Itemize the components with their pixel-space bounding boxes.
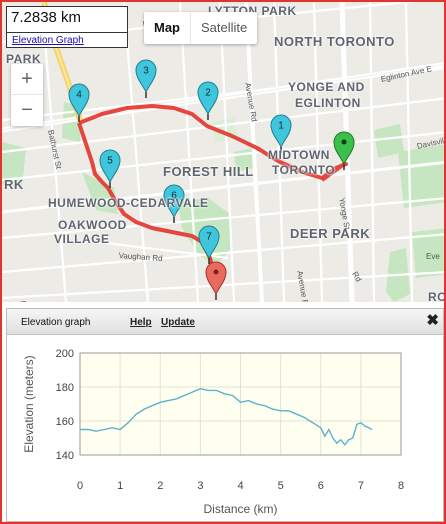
end-marker[interactable]	[205, 261, 227, 300]
km-marker[interactable]: 1	[270, 114, 292, 153]
help-link[interactable]: Help	[130, 317, 152, 328]
zoom-control: + −	[11, 64, 43, 126]
distance-box: 7.2838 km Elevation Graph	[6, 6, 128, 48]
neighborhood-label: OAKWOOD	[58, 218, 127, 232]
neighborhood-label: HUMEWOOD-CEDARVALE	[48, 196, 209, 210]
km-marker-label: 6	[171, 191, 177, 202]
x-tick-label: 1	[117, 480, 123, 492]
zoom-in-button[interactable]: +	[11, 64, 43, 95]
x-tick-label: 0	[77, 480, 83, 492]
km-marker-label: 1	[278, 121, 284, 132]
update-link[interactable]: Update	[161, 317, 195, 328]
map-type-control: Map Satellite	[144, 12, 258, 44]
neighborhood-label: ROSE	[428, 290, 444, 302]
elevation-chart: 0 1 2 3 4 5 6 7 8 140 160 180 200 Distance (km) Elevat…	[22, 348, 404, 516]
elevation-panel-header: Elevation graph Help Update ✖	[7, 309, 443, 335]
y-tick-label: 200	[56, 348, 74, 360]
km-marker-label: 5	[107, 156, 113, 167]
neighborhood-label: MIDTOWN	[268, 148, 330, 162]
neighborhood-label: DEER PARK	[290, 226, 371, 241]
x-tick-label: 8	[398, 480, 404, 492]
plot-border	[79, 352, 402, 456]
km-marker-label: 3	[143, 66, 149, 77]
total-distance: 7.2838 km	[11, 9, 82, 26]
zoom-out-button[interactable]: −	[21, 99, 33, 121]
neighborhood-label: VILLAGE	[54, 232, 110, 246]
neighborhood-label: EGLINTON	[295, 96, 361, 110]
neighborhood-label: NORTH TORONTO	[274, 34, 395, 49]
y-tick-label: 140	[56, 450, 74, 462]
street-label: Eve	[426, 252, 440, 261]
elevation-panel: Elevation graph Help Update ✖ 0 1 2 3 4 5 6 7 8 1…	[6, 308, 444, 522]
elevation-series-line	[80, 387, 373, 446]
x-tick-label: 4	[237, 480, 243, 492]
neighborhood-label: YONGE AND	[288, 80, 365, 94]
km-marker[interactable]: 5	[99, 149, 121, 188]
km-marker[interactable]: 6	[163, 184, 185, 223]
x-tick-label: 2	[157, 480, 163, 492]
km-marker-label: 7	[206, 232, 212, 243]
km-marker-label: 4	[76, 90, 82, 101]
km-marker[interactable]: 4	[68, 83, 90, 122]
elevation-panel-title: Elevation graph	[21, 317, 91, 328]
start-marker[interactable]	[333, 131, 355, 170]
km-marker[interactable]: 7	[198, 225, 220, 264]
x-tick-label: 7	[358, 480, 364, 492]
neighborhood-label: RK	[4, 177, 24, 192]
y-tick-label: 160	[56, 416, 74, 428]
y-axis-label: Elevation (meters)	[22, 355, 36, 452]
km-marker[interactable]: 2	[197, 81, 219, 120]
x-tick-label: 3	[197, 480, 203, 492]
x-tick-label: 6	[318, 480, 324, 492]
neighborhood-label: TORONTO	[272, 163, 336, 177]
neighborhood-label: FOREST HILL	[163, 164, 254, 179]
y-tick-label: 180	[56, 382, 74, 394]
map-type-map-button[interactable]: Map	[154, 20, 180, 35]
elevation-graph-link[interactable]: Elevation Graph	[12, 35, 84, 46]
km-marker[interactable]: 3	[135, 59, 157, 98]
distance-divider	[7, 32, 127, 33]
route-markers[interactable]: 1 2 3 4 5 6 7	[68, 59, 292, 264]
x-axis-label: Distance (km)	[203, 502, 277, 516]
x-tick-label: 5	[278, 480, 284, 492]
neighborhood-label: PARK	[6, 52, 42, 66]
close-icon[interactable]: ✖	[426, 312, 439, 329]
km-marker-label: 2	[205, 88, 211, 99]
map-type-satellite-button[interactable]: Satellite	[190, 12, 257, 44]
